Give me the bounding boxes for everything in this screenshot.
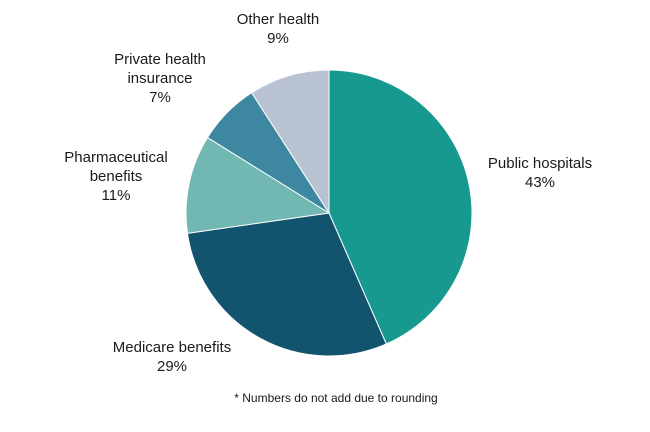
- slice-label-text: Private health: [114, 51, 206, 68]
- slice-percent: 9%: [267, 30, 289, 47]
- slice-label-4: Other health 9%: [237, 11, 320, 47]
- pie-labels: Public hospitals 43% Medicare benefits 29% P…: [64, 11, 592, 375]
- slice-percent: 7%: [149, 89, 171, 106]
- slice-percent: 43%: [525, 174, 555, 191]
- pie-slice-0: [328, 69, 473, 345]
- slice-percent: 29%: [157, 358, 187, 375]
- slice-label-text: Other health: [237, 11, 320, 28]
- slice-percent: 11%: [102, 187, 131, 204]
- slice-label-text: Medicare benefits: [113, 339, 231, 356]
- slice-label-text: Pharmaceutical: [64, 149, 167, 166]
- slice-label-0: Public hospitals 43%: [488, 155, 592, 191]
- slice-label-2: Pharmaceutical benefits 11%: [64, 149, 167, 204]
- slice-label-1: Medicare benefits 29%: [113, 339, 231, 375]
- slice-label-3: Private health insurance 7%: [114, 51, 206, 106]
- slice-label-text: benefits: [90, 168, 143, 185]
- pie-slice-1: [186, 212, 387, 357]
- slice-label-text: Public hospitals: [488, 155, 592, 172]
- pie-slices: [185, 69, 473, 357]
- pie-slice-2: [185, 136, 331, 234]
- footnote: * Numbers do not add due to rounding: [234, 391, 437, 405]
- slice-label-text: insurance: [127, 70, 192, 87]
- pie-slice-4: [250, 69, 330, 215]
